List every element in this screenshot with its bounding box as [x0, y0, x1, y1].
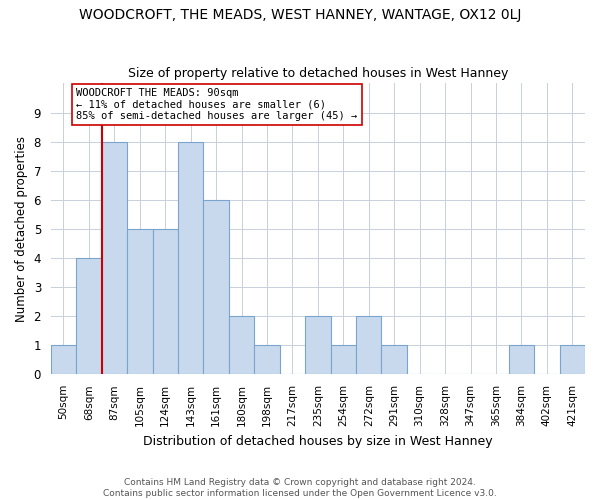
Text: WOODCROFT THE MEADS: 90sqm
← 11% of detached houses are smaller (6)
85% of semi-: WOODCROFT THE MEADS: 90sqm ← 11% of deta… [76, 88, 358, 121]
Bar [127, 229, 152, 374]
Bar [203, 200, 229, 374]
Bar [331, 345, 356, 374]
Bar [229, 316, 254, 374]
Bar [382, 345, 407, 374]
Bar [560, 345, 585, 374]
Bar [509, 345, 534, 374]
Title: Size of property relative to detached houses in West Hanney: Size of property relative to detached ho… [128, 66, 508, 80]
X-axis label: Distribution of detached houses by size in West Hanney: Distribution of detached houses by size … [143, 434, 493, 448]
Bar [178, 142, 203, 374]
Bar [76, 258, 101, 374]
Bar [305, 316, 331, 374]
Text: WOODCROFT, THE MEADS, WEST HANNEY, WANTAGE, OX12 0LJ: WOODCROFT, THE MEADS, WEST HANNEY, WANTA… [79, 8, 521, 22]
Bar [101, 142, 127, 374]
Bar [356, 316, 382, 374]
Bar [51, 345, 76, 374]
Text: Contains HM Land Registry data © Crown copyright and database right 2024.
Contai: Contains HM Land Registry data © Crown c… [103, 478, 497, 498]
Bar [254, 345, 280, 374]
Bar [152, 229, 178, 374]
Y-axis label: Number of detached properties: Number of detached properties [15, 136, 28, 322]
